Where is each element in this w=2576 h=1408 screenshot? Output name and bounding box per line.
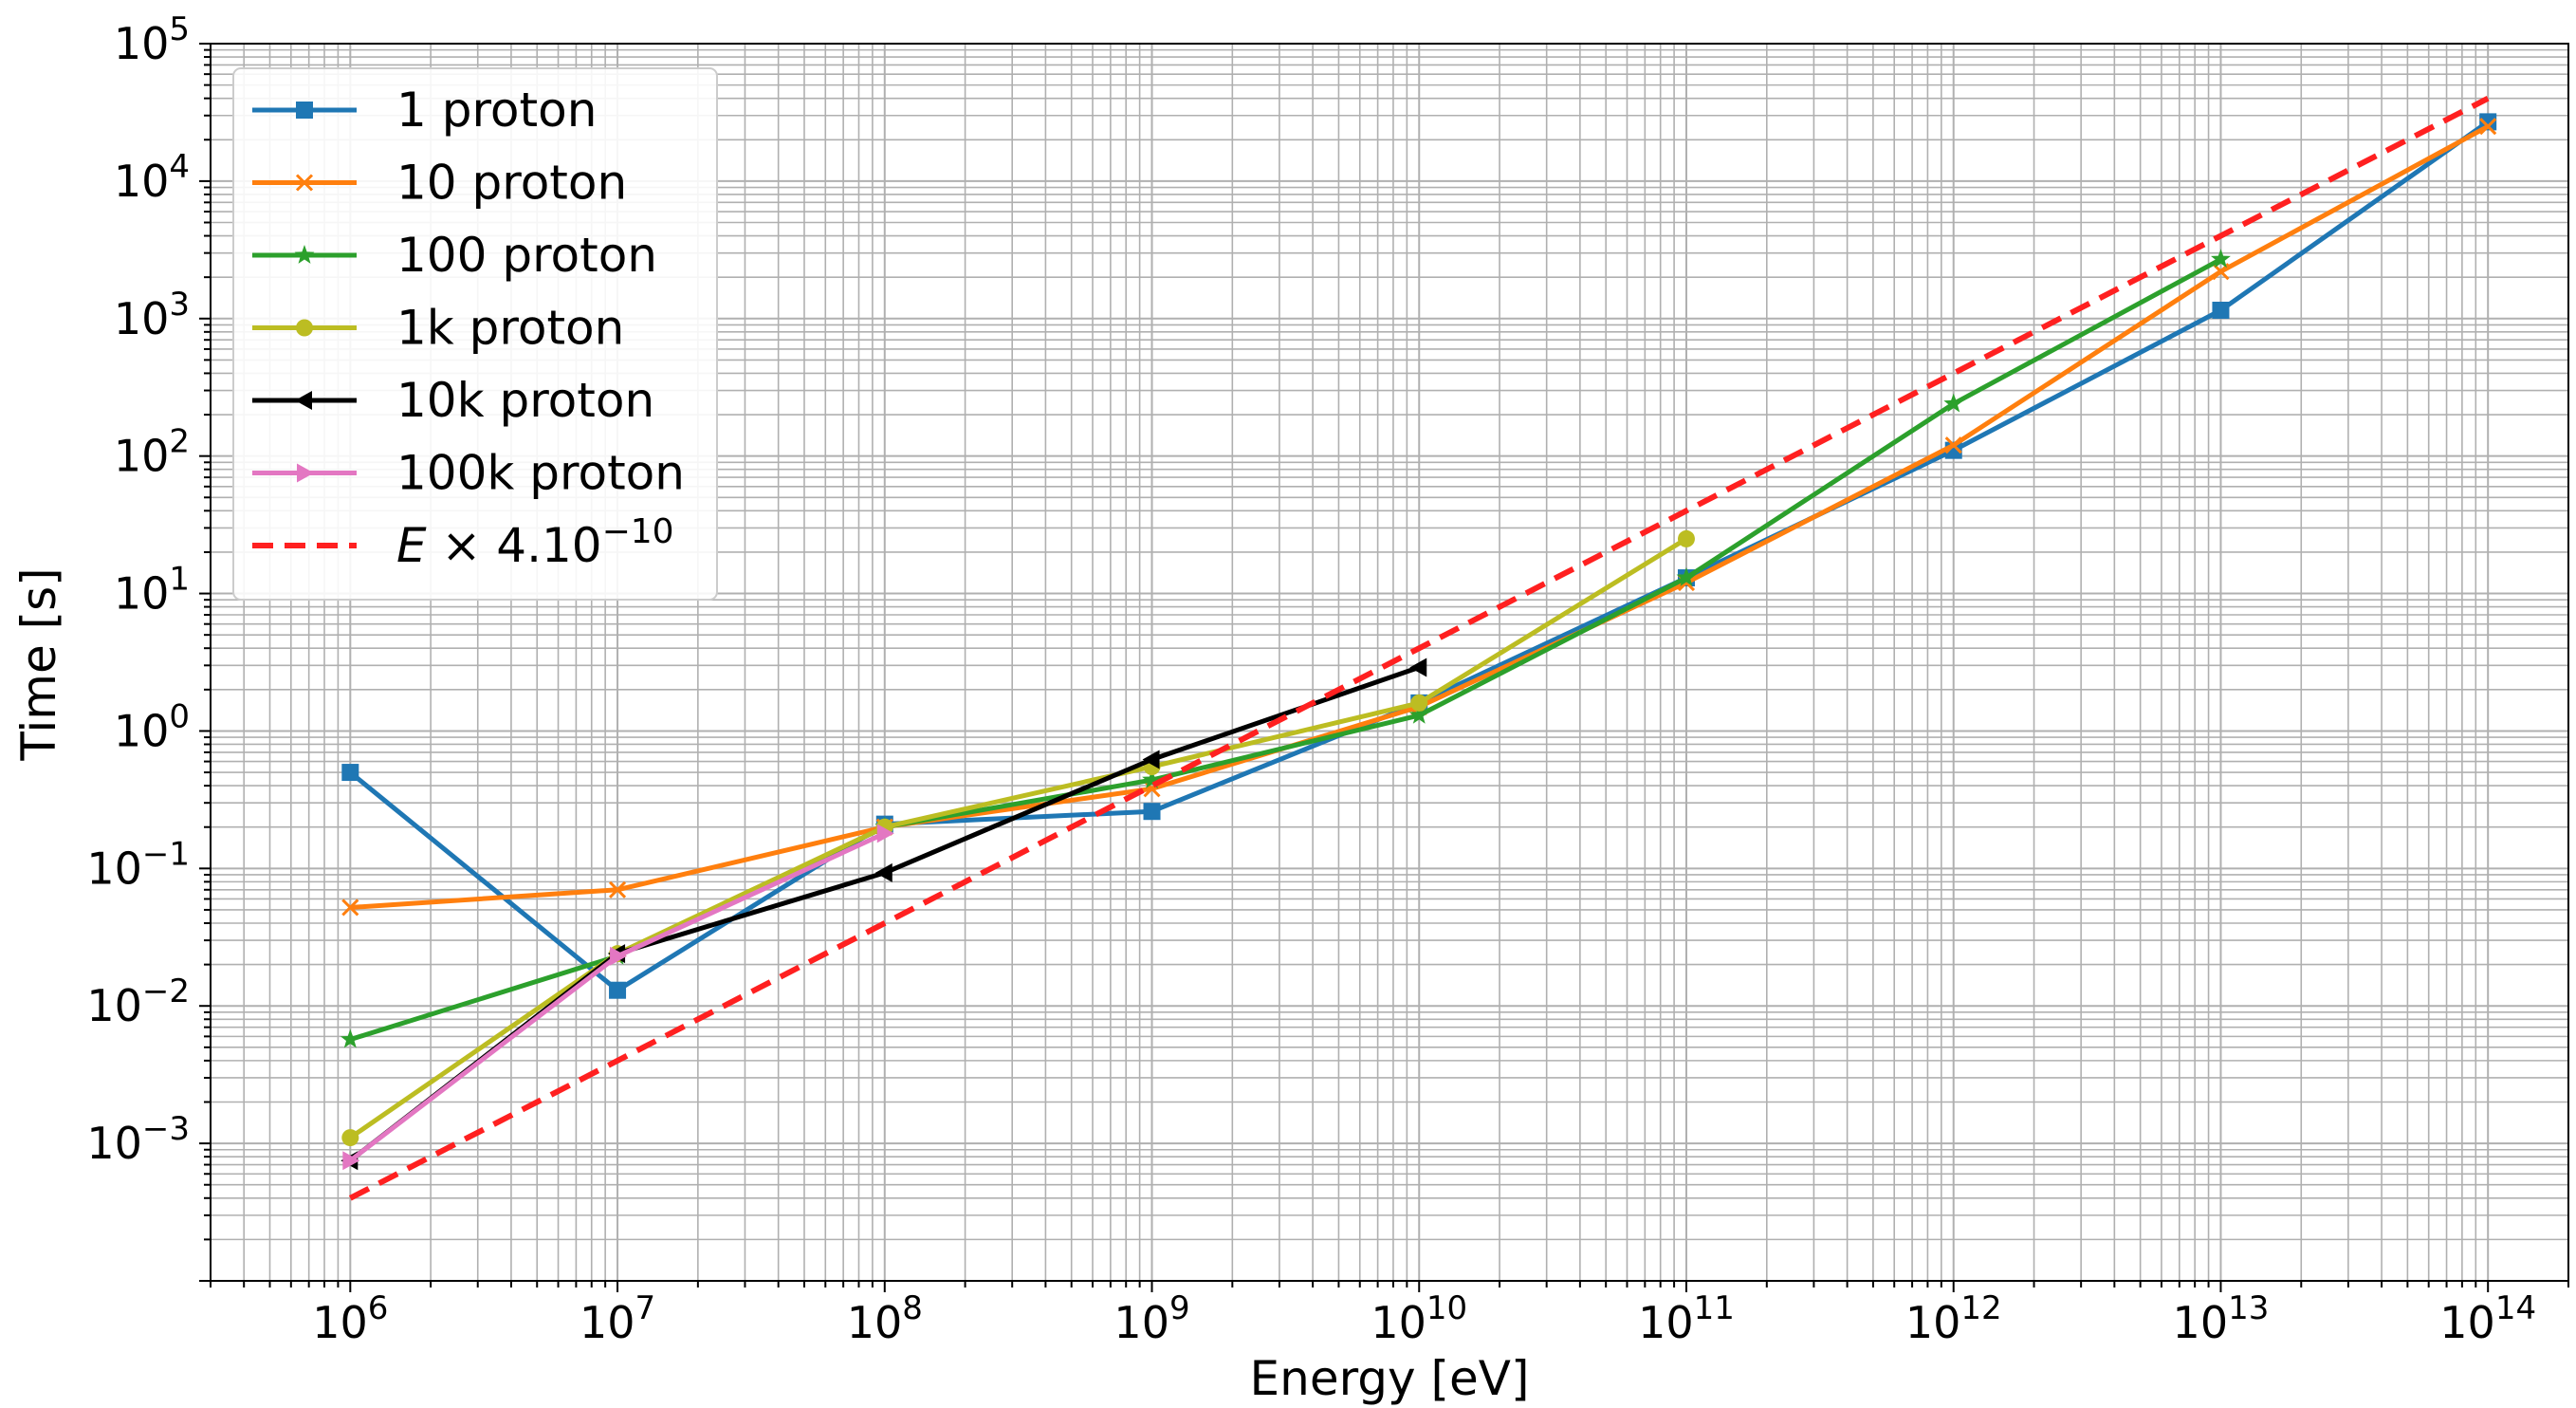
y-tick-label: 10−1 xyxy=(86,835,190,894)
x-tick-label: 106 xyxy=(312,1289,388,1348)
x-tick-label: 1011 xyxy=(1638,1289,1735,1348)
data-point xyxy=(1409,658,1427,677)
y-tick-label: 100 xyxy=(114,697,190,756)
y-tick-label: 103 xyxy=(114,286,190,344)
y-tick-label: 102 xyxy=(114,423,190,482)
y-tick-label: 10−2 xyxy=(86,973,190,1031)
x-tick-label: 109 xyxy=(1113,1289,1189,1348)
legend-swatch-marker xyxy=(297,463,314,483)
legend-label: 100 proton xyxy=(396,228,657,283)
series-line xyxy=(348,536,1688,1140)
data-point xyxy=(608,880,627,899)
data-point xyxy=(341,764,359,782)
plot-frame xyxy=(210,43,2569,1282)
data-point xyxy=(340,1028,360,1048)
legend-swatch-marker xyxy=(295,174,314,192)
legend: 1 proton 10 proton 100 proton 1k proton 10k … xyxy=(232,67,718,601)
legend-box xyxy=(232,67,718,601)
legend-swatch-marker xyxy=(296,319,313,337)
data-point xyxy=(341,899,359,917)
y-tick-label: 10−3 xyxy=(86,1110,190,1169)
legend-label: 10 proton xyxy=(396,156,627,211)
data-point xyxy=(1142,750,1160,769)
axis-ticks: 106 107 108 109 1010 1011 1012 1013 1014 10−3 10−2… xyxy=(86,10,2569,1348)
legend-label: 10k proton xyxy=(396,373,654,428)
y-tick-label: 104 xyxy=(114,148,190,207)
legend-swatch-marker xyxy=(294,245,315,264)
y-tick-label: 105 xyxy=(114,10,190,69)
legend-label: E × 4.10−10 xyxy=(396,512,674,573)
data-point xyxy=(1944,436,1962,454)
data-point xyxy=(1943,393,1964,413)
series-7 xyxy=(348,96,2490,1201)
data-point xyxy=(1677,529,1695,547)
data-point xyxy=(2479,118,2497,136)
x-tick-label: 1014 xyxy=(2439,1289,2536,1348)
series-line xyxy=(348,96,2490,1201)
legend-label: 100k proton xyxy=(396,446,685,501)
data-point xyxy=(341,1129,359,1147)
x-tick-label: 1012 xyxy=(1905,1289,2002,1348)
series-6 xyxy=(342,824,894,1171)
data-point xyxy=(2212,301,2230,319)
data-point xyxy=(876,824,894,843)
data-point xyxy=(1143,803,1161,821)
data-point xyxy=(1142,769,1162,788)
x-tick-label: 108 xyxy=(847,1289,923,1348)
y-tick-label: 101 xyxy=(114,561,190,620)
x-tick-label: 1013 xyxy=(2173,1289,2270,1348)
legend-swatch-marker xyxy=(295,391,312,410)
x-tick-label: 1010 xyxy=(1371,1289,1467,1348)
legend-label: 1 proton xyxy=(396,83,597,138)
y-axis-title: Time [s] xyxy=(11,567,66,761)
plot-series xyxy=(340,96,2497,1201)
legend-swatch-marker xyxy=(296,102,313,119)
data-point xyxy=(342,1151,360,1171)
series-4 xyxy=(341,529,1695,1147)
x-tick-label: 107 xyxy=(580,1289,655,1348)
data-point xyxy=(2211,249,2231,269)
data-point xyxy=(1676,567,1697,586)
data-point xyxy=(874,862,892,882)
x-axis-title: Energy [eV] xyxy=(1250,1351,1530,1406)
data-point xyxy=(1410,694,1428,712)
legend-label: 1k proton xyxy=(396,301,624,356)
data-point xyxy=(609,981,627,999)
data-point xyxy=(610,946,628,966)
data-point xyxy=(1408,704,1429,724)
